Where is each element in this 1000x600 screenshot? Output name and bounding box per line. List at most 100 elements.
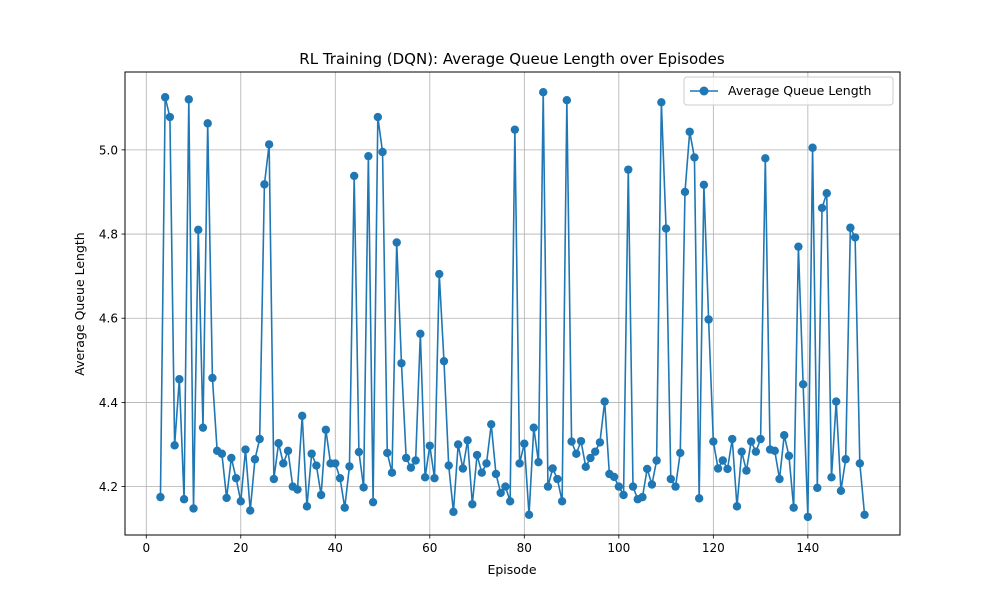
data-point bbox=[269, 474, 279, 484]
series-line bbox=[159, 91, 866, 518]
data-point bbox=[505, 497, 515, 506]
data-point bbox=[472, 450, 482, 460]
legend-marker-swatch bbox=[699, 86, 709, 96]
data-point bbox=[709, 437, 718, 446]
data-point bbox=[482, 459, 491, 468]
data-point bbox=[789, 503, 798, 512]
data-point bbox=[175, 375, 184, 384]
data-point bbox=[562, 96, 572, 105]
data-point bbox=[572, 449, 581, 458]
data-point bbox=[198, 423, 208, 432]
data-point bbox=[279, 459, 288, 468]
data-point bbox=[690, 153, 699, 162]
data-point bbox=[283, 446, 293, 456]
data-point bbox=[808, 143, 817, 152]
data-point bbox=[260, 180, 269, 189]
y-tick-label: 4.6 bbox=[99, 312, 118, 326]
data-point bbox=[231, 473, 241, 483]
legend-box bbox=[683, 76, 894, 106]
data-point bbox=[312, 461, 321, 470]
data-point bbox=[487, 420, 496, 429]
data-point bbox=[524, 510, 534, 519]
data-point bbox=[803, 512, 813, 522]
data-point bbox=[321, 425, 331, 434]
data-point bbox=[780, 431, 789, 440]
data-point bbox=[364, 151, 373, 161]
data-point bbox=[222, 493, 231, 503]
data-point bbox=[392, 238, 401, 247]
data-point bbox=[463, 436, 472, 445]
data-point bbox=[699, 180, 709, 189]
y-tick-label: 4.4 bbox=[99, 396, 118, 410]
data-point bbox=[411, 456, 420, 465]
data-point bbox=[477, 468, 486, 477]
data-point bbox=[529, 423, 538, 432]
x-tick-label: 20 bbox=[233, 541, 248, 555]
data-point bbox=[638, 492, 647, 502]
data-point bbox=[534, 457, 543, 467]
data-point bbox=[728, 434, 737, 444]
data-point bbox=[624, 165, 633, 174]
data-point bbox=[335, 473, 345, 483]
data-point bbox=[756, 434, 765, 444]
data-point bbox=[737, 447, 746, 456]
data-point bbox=[302, 502, 312, 511]
data-point bbox=[227, 453, 236, 463]
x-tick-label: 140 bbox=[796, 541, 819, 555]
data-point bbox=[647, 480, 657, 489]
grid-lines bbox=[125, 72, 900, 535]
data-point bbox=[444, 461, 453, 470]
data-point bbox=[652, 456, 661, 465]
data-point bbox=[184, 95, 193, 104]
data-point bbox=[510, 125, 520, 134]
data-point bbox=[846, 223, 855, 232]
data-point bbox=[586, 453, 595, 463]
axes-frame bbox=[124, 71, 901, 536]
data-point bbox=[520, 439, 529, 448]
data-point bbox=[406, 463, 416, 472]
x-tick-label: 0 bbox=[142, 541, 150, 555]
legend: Average Queue Length bbox=[683, 76, 894, 106]
data-point bbox=[761, 154, 770, 163]
data-point bbox=[458, 464, 468, 473]
data-point bbox=[255, 434, 264, 444]
data-point bbox=[203, 119, 212, 128]
data-point bbox=[246, 506, 255, 515]
data-point bbox=[165, 112, 175, 122]
data-point bbox=[435, 269, 444, 279]
data-point bbox=[850, 233, 860, 242]
data-point bbox=[723, 464, 732, 474]
data-point bbox=[539, 88, 548, 97]
x-tick-label: 60 bbox=[422, 541, 437, 555]
data-point bbox=[208, 373, 217, 383]
data-point bbox=[798, 380, 808, 389]
data-point bbox=[349, 171, 359, 181]
data-point bbox=[274, 439, 283, 448]
data-point bbox=[298, 411, 307, 421]
data-point bbox=[383, 448, 392, 458]
data-point bbox=[841, 455, 850, 464]
data-point bbox=[449, 507, 458, 517]
data-point bbox=[751, 447, 761, 456]
legend-entry-label: Average Queue Length bbox=[728, 83, 871, 98]
y-tick-label: 4.2 bbox=[99, 480, 118, 494]
data-point bbox=[401, 453, 411, 463]
data-point bbox=[813, 483, 822, 493]
data-point bbox=[609, 472, 619, 482]
data-point bbox=[548, 464, 557, 473]
data-point bbox=[194, 225, 203, 235]
data-point bbox=[425, 441, 434, 450]
data-point bbox=[680, 187, 690, 197]
x-tick-label: 120 bbox=[702, 541, 725, 555]
data-point bbox=[576, 436, 586, 446]
y-tick-label: 4.8 bbox=[99, 228, 118, 242]
data-point bbox=[746, 437, 756, 446]
x-tick-label: 40 bbox=[328, 541, 343, 555]
data-point bbox=[836, 486, 846, 495]
data-point bbox=[694, 494, 704, 503]
data-point bbox=[250, 455, 260, 464]
data-point bbox=[676, 448, 685, 458]
data-point bbox=[855, 459, 865, 468]
data-point bbox=[685, 127, 694, 136]
